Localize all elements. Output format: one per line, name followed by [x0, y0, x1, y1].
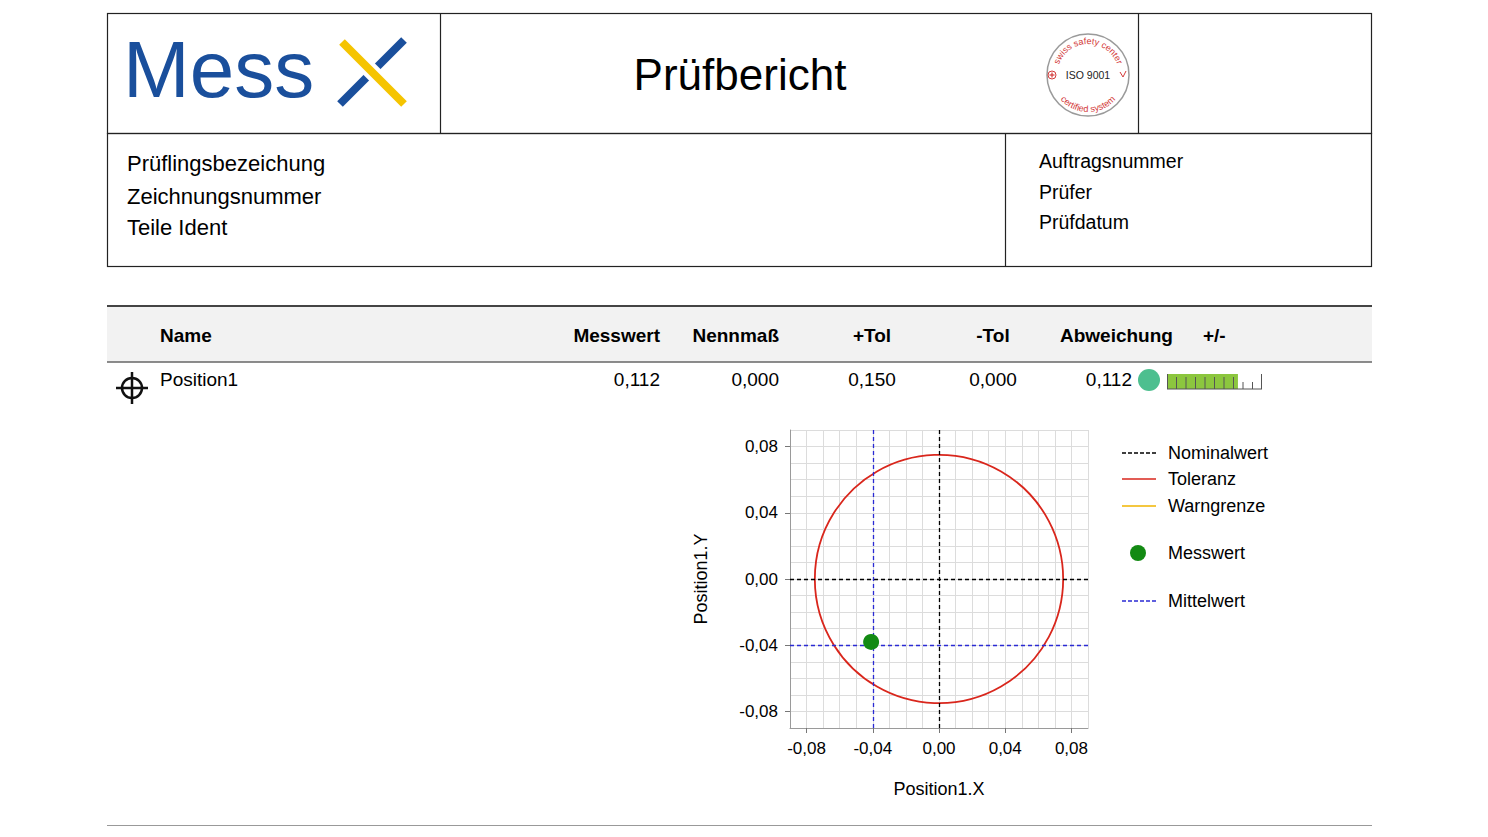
svg-text:-0,04: -0,04: [853, 739, 892, 758]
svg-text:Auftragsnummer: Auftragsnummer: [1039, 150, 1184, 172]
svg-text:Nennmaß: Nennmaß: [692, 325, 779, 346]
svg-text:Prüfer: Prüfer: [1039, 181, 1093, 203]
svg-text:0,04: 0,04: [745, 503, 778, 522]
svg-text:+/-: +/-: [1203, 325, 1226, 346]
svg-text:Warngrenze: Warngrenze: [1168, 496, 1265, 516]
svg-text:Position1.X: Position1.X: [893, 779, 984, 799]
svg-text:0,000: 0,000: [731, 369, 779, 390]
svg-text:Position1.Y: Position1.Y: [691, 533, 711, 624]
svg-text:0,00: 0,00: [745, 570, 778, 589]
svg-text:-0,08: -0,08: [787, 739, 826, 758]
svg-text:certified system: certified system: [1059, 94, 1117, 114]
svg-text:0,112: 0,112: [614, 369, 660, 390]
svg-text:0,112: 0,112: [1086, 369, 1132, 390]
svg-text:ISO 9001: ISO 9001: [1066, 69, 1111, 81]
svg-text:-Tol: -Tol: [976, 325, 1009, 346]
svg-text:Prüfdatum: Prüfdatum: [1039, 211, 1129, 233]
svg-text:0,150: 0,150: [848, 369, 896, 390]
svg-text:Zeichnungsnummer: Zeichnungsnummer: [127, 184, 321, 209]
svg-text:Nominalwert: Nominalwert: [1168, 443, 1268, 463]
svg-text:0,000: 0,000: [969, 369, 1017, 390]
svg-text:-0,08: -0,08: [739, 702, 778, 721]
svg-text:Position1: Position1: [160, 369, 238, 390]
svg-text:0,00: 0,00: [922, 739, 955, 758]
svg-text:-0,04: -0,04: [739, 636, 778, 655]
svg-text:0,08: 0,08: [1055, 739, 1088, 758]
svg-text:Mess: Mess: [123, 25, 314, 114]
svg-text:0,08: 0,08: [745, 437, 778, 456]
svg-text:Prüflingsbezeichung: Prüflingsbezeichung: [127, 151, 325, 176]
svg-text:Toleranz: Toleranz: [1168, 469, 1236, 489]
svg-text:Abweichung: Abweichung: [1060, 325, 1173, 346]
svg-text:+Tol: +Tol: [853, 325, 891, 346]
svg-text:Name: Name: [160, 325, 212, 346]
svg-text:Messwert: Messwert: [573, 325, 660, 346]
svg-text:Messwert: Messwert: [1168, 543, 1245, 563]
svg-text:0,04: 0,04: [989, 739, 1022, 758]
svg-text:Prüfbericht: Prüfbericht: [634, 50, 847, 99]
svg-text:Teile Ident: Teile Ident: [127, 215, 227, 240]
svg-text:Mittelwert: Mittelwert: [1168, 591, 1245, 611]
svg-text:swiss safety center: swiss safety center: [1051, 36, 1124, 65]
